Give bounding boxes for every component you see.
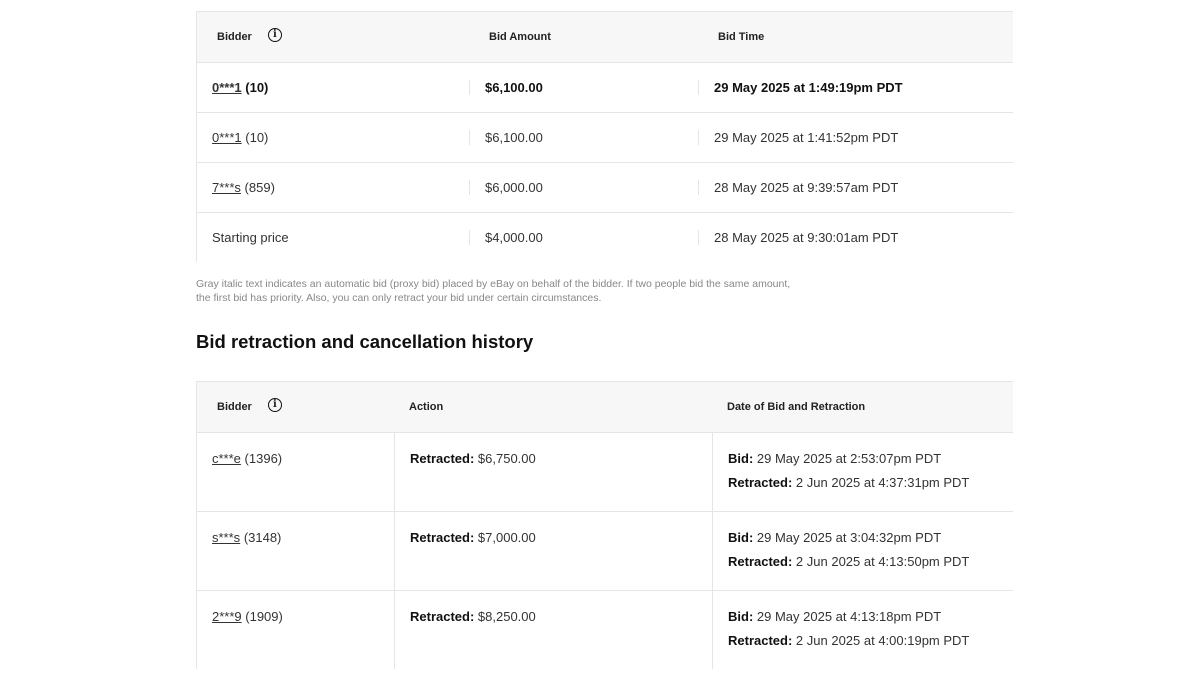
date-cell: Bid: 29 May 2025 at 2:53:07pm PDT Retrac… [712,433,1013,511]
bidder-cell: 2***9 (1909) [197,591,394,669]
header-date: Date of Bid and Retraction [727,401,866,413]
retracted-label: Retracted: [410,530,475,545]
bid-date: 29 May 2025 at 4:13:18pm PDT [756,609,942,624]
retracted-label: Retracted: [410,609,475,624]
retracted-label: Retracted: [728,554,793,569]
bidder-cell: 0***1 (10) [197,130,469,145]
bidder-link[interactable]: 0***1 [212,80,242,95]
bid-time: 29 May 2025 at 1:41:52pm PDT [698,130,1013,145]
table-row: 7***s (859) $6,000.00 28 May 2025 at 9:3… [197,162,1013,212]
bid-label: Bid: [728,530,754,545]
bid-history-table: Bidder i Bid Amount Bid Time 0***1 (10) $… [196,11,1013,262]
bid-time: 29 May 2025 at 1:49:19pm PDT [698,80,1013,95]
proxy-bid-note: Gray italic text indicates an automatic … [196,278,791,304]
header-bidder: Bidder [217,31,252,43]
retract-date: 2 Jun 2025 at 4:00:19pm PDT [795,633,970,648]
bidder-cell: 0***1 (10) [197,80,469,95]
retract-date: 2 Jun 2025 at 4:13:50pm PDT [795,554,970,569]
bidder-cell: 7***s (859) [197,180,469,195]
feedback-score: (10) [245,80,269,95]
date-cell: Bid: 29 May 2025 at 4:13:18pm PDT Retrac… [712,591,1013,669]
retracted-label: Retracted: [728,475,793,490]
action-cell: Retracted: $6,750.00 [394,433,712,511]
action-cell: Retracted: $7,000.00 [394,512,712,590]
table-row: c***e (1396) Retracted: $6,750.00 Bid: 2… [197,432,1013,511]
table-row: 2***9 (1909) Retracted: $8,250.00 Bid: 2… [197,590,1013,669]
bidder-link[interactable]: 7***s [212,180,241,195]
retracted-amount: $7,000.00 [477,530,536,545]
info-icon[interactable]: i [267,398,282,412]
info-icon[interactable]: i [267,28,282,42]
section-title: Bid retraction and cancellation history [196,331,534,352]
bid-date: 29 May 2025 at 3:04:32pm PDT [756,530,942,545]
retracted-amount: $8,250.00 [477,609,536,624]
bidder-link[interactable]: s***s [212,530,241,545]
table-row: 0***1 (10) $6,100.00 29 May 2025 at 1:49… [197,62,1013,112]
header-action: Action [409,401,444,413]
header-bid-time: Bid Time [718,31,765,43]
table-row: 0***1 (10) $6,100.00 29 May 2025 at 1:41… [197,112,1013,162]
bidder-cell: Starting price [197,230,469,245]
retract-date: 2 Jun 2025 at 4:37:31pm PDT [795,475,970,490]
retracted-label: Retracted: [410,451,475,466]
bid-date: 29 May 2025 at 2:53:07pm PDT [756,451,942,466]
header-bidder: Bidder [217,401,252,413]
feedback-score: (1909) [245,609,283,624]
retracted-amount: $6,750.00 [477,451,536,466]
feedback-score: (859) [244,180,275,195]
bidder-link[interactable]: 2***9 [212,609,242,624]
bidder-cell: s***s (3148) [197,512,394,590]
feedback-score: (3148) [243,530,282,545]
bidder-link[interactable]: 0***1 [212,130,242,145]
bid-label: Bid: [728,609,754,624]
bid-time: 28 May 2025 at 9:39:57am PDT [698,180,1013,195]
table-header: Bidder i Bid Amount Bid Time [197,12,1013,62]
bid-label: Bid: [728,451,754,466]
bidder-cell: c***e (1396) [197,433,394,511]
bid-amount: $6,000.00 [469,180,698,195]
retraction-table: Bidder i Action Date of Bid and Retractio… [196,381,1013,669]
retracted-label: Retracted: [728,633,793,648]
bid-amount: $6,100.00 [469,80,698,95]
bid-amount: $6,100.00 [469,130,698,145]
table-row: Starting price $4,000.00 28 May 2025 at … [197,212,1013,262]
bidder-link[interactable]: c***e [212,451,241,466]
table-row: s***s (3148) Retracted: $7,000.00 Bid: 2… [197,511,1013,590]
action-cell: Retracted: $8,250.00 [394,591,712,669]
feedback-score: (1396) [244,451,283,466]
bidder-label: Starting price [212,230,289,245]
feedback-score: (10) [245,130,269,145]
bid-time: 28 May 2025 at 9:30:01am PDT [698,230,1013,245]
date-cell: Bid: 29 May 2025 at 3:04:32pm PDT Retrac… [712,512,1013,590]
header-bid-amount: Bid Amount [489,31,551,43]
table-header: Bidder i Action Date of Bid and Retractio… [197,382,1013,432]
bid-amount: $4,000.00 [469,230,698,245]
